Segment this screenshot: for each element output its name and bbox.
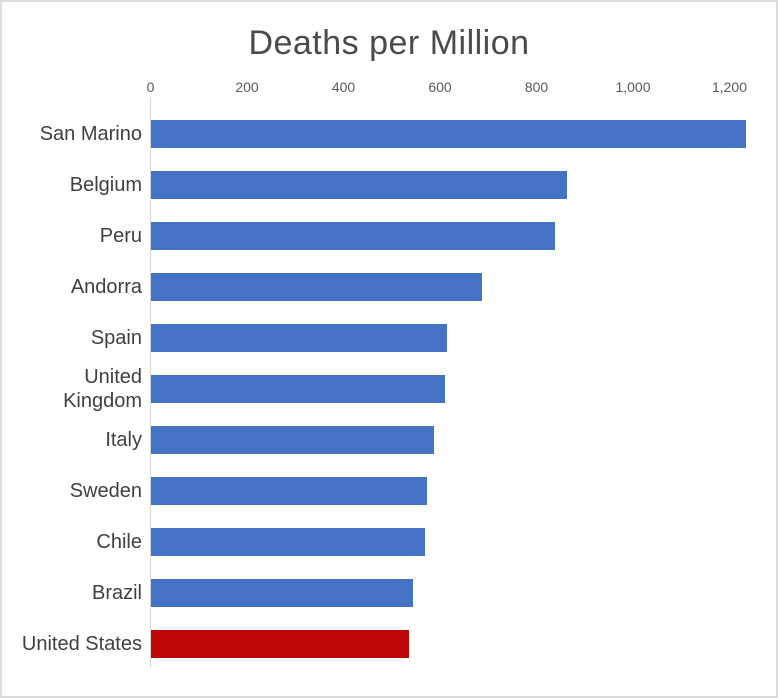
category-label: Andorra [70, 275, 142, 298]
bar [151, 170, 567, 199]
category-label: United Kingdom [63, 365, 142, 412]
bar-row: Spain [2, 312, 776, 363]
bar-row: San Marino [2, 108, 776, 159]
x-tick-label: 800 [524, 79, 549, 95]
bar-row: Belgium [2, 159, 776, 210]
bar-rows: San Marino Belgium Peru Andorra Spain United … [2, 108, 776, 669]
bar-row: Italy [2, 414, 776, 465]
bar [151, 425, 435, 454]
bar [151, 629, 409, 658]
bar [151, 272, 482, 301]
chart-title: Deaths per Million [248, 24, 530, 62]
category-label: Brazil [91, 581, 142, 604]
bar [151, 527, 426, 556]
y-axis-line [150, 97, 151, 667]
bar-row: Brazil [2, 567, 776, 618]
bar-track [142, 618, 776, 669]
bar-track [142, 210, 776, 261]
x-axis-ticks: 0 200 400 600 800 1,000 1,200 [2, 79, 776, 97]
bar [151, 374, 446, 403]
x-tick-label: 1,200 [711, 79, 748, 95]
bar-track [142, 516, 776, 567]
bar [151, 476, 428, 505]
x-tick-label: 0 [146, 79, 155, 95]
x-tick-label: 400 [331, 79, 356, 95]
category-label: San Marino [39, 122, 142, 145]
bar-row: Sweden [2, 465, 776, 516]
bar-track [142, 414, 776, 465]
bar-track [142, 465, 776, 516]
category-label: Sweden [69, 479, 142, 502]
category-label: Chile [96, 530, 142, 553]
bar [151, 323, 448, 352]
bar [151, 578, 414, 607]
category-label: Italy [105, 428, 142, 451]
x-tick-label: 600 [428, 79, 452, 95]
bar-track [142, 312, 776, 363]
bar-row: United States [2, 618, 776, 669]
bar [151, 119, 746, 148]
bar-row: Chile [2, 516, 776, 567]
bar-track [142, 567, 776, 618]
bar-track [142, 108, 776, 159]
bar-row: Andorra [2, 261, 776, 312]
category-label: Belgium [69, 173, 142, 196]
category-label: Spain [90, 326, 142, 349]
bar-track [142, 261, 776, 312]
bar-row: Peru [2, 210, 776, 261]
bar-track [142, 363, 776, 414]
category-label: United States [21, 632, 142, 655]
bar [151, 221, 556, 250]
category-label: Peru [99, 224, 142, 247]
bar-row: United Kingdom [2, 363, 776, 414]
x-tick-label: 200 [235, 79, 259, 95]
x-tick-label: 1,000 [615, 79, 651, 95]
bar-track [142, 159, 776, 210]
